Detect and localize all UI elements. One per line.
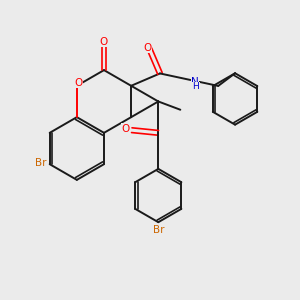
Text: Br: Br bbox=[153, 225, 165, 235]
Text: Br: Br bbox=[35, 158, 46, 168]
Text: O: O bbox=[122, 124, 130, 134]
Text: H: H bbox=[193, 82, 200, 91]
Text: N: N bbox=[191, 76, 199, 86]
Text: O: O bbox=[74, 78, 82, 88]
Text: O: O bbox=[100, 37, 108, 47]
Text: O: O bbox=[143, 43, 152, 52]
